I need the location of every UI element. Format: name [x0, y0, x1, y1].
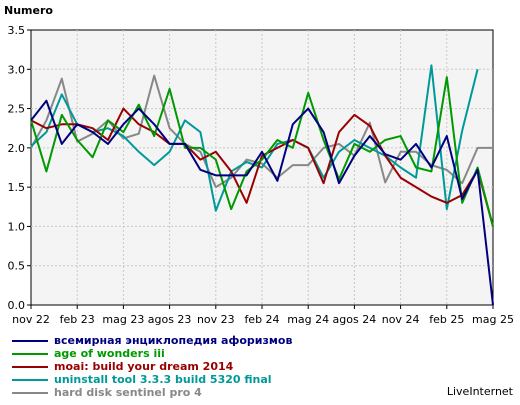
- legend-swatch: [12, 392, 48, 394]
- x-tick-label: mag 25: [472, 313, 514, 326]
- legend-swatch: [12, 366, 48, 368]
- y-tick-label: 3.5: [8, 24, 26, 37]
- x-tick-label: mag 24: [287, 313, 329, 326]
- credit-label: LiveInternet: [446, 385, 513, 398]
- series-line-1: [30, 99, 494, 306]
- y-tick-label: 0.5: [8, 260, 26, 273]
- x-tick-label: mag 23: [102, 313, 144, 326]
- legend-label: uninstall tool 3.3.3 build 5320 final: [54, 373, 272, 386]
- legend: всемирная энциклопедия афоризмов age of w…: [12, 334, 292, 399]
- x-tick-label: nov 22: [12, 313, 50, 326]
- y-tick-label: 2.5: [8, 103, 26, 116]
- line-chart: Numero 0.0 0.5 1.0 1.5 2.0 2.5 3.0 3.5 nov 22 feb…: [4, 4, 514, 326]
- y-axis-title: Numero: [4, 4, 53, 17]
- x-tick-label: agos 24: [333, 313, 377, 326]
- series-lines: [30, 64, 494, 306]
- x-tick-label: agos 23: [148, 313, 192, 326]
- x-tick-label: feb 24: [244, 313, 279, 326]
- legend-item: hard disk sentinel pro 4: [12, 386, 292, 399]
- legend-swatch: [12, 353, 48, 355]
- y-tick-label: 2.0: [8, 142, 26, 155]
- x-tick-label: nov 24: [382, 313, 420, 326]
- legend-label: всемирная энциклопедия афоризмов: [54, 334, 293, 347]
- legend-swatch: [12, 340, 48, 342]
- y-tick-label: 1.0: [8, 220, 26, 233]
- y-tick-label: 3.0: [8, 63, 26, 76]
- y-tick-label: 1.5: [8, 181, 26, 194]
- series-line-3: [30, 107, 494, 227]
- x-tick-label: feb 23: [60, 313, 95, 326]
- legend-item: age of wonders iii: [12, 347, 292, 360]
- series-line-2: [30, 76, 494, 227]
- legend-label: age of wonders iii: [54, 347, 165, 360]
- x-tick-label: feb 25: [429, 313, 464, 326]
- legend-item: всемирная энциклопедия афоризмов: [12, 334, 292, 347]
- axis-ticks: 0.0 0.5 1.0 1.5 2.0 2.5 3.0 3.5 nov 22 feb 23 mag …: [8, 24, 514, 326]
- legend-label: hard disk sentinel pro 4: [54, 386, 202, 399]
- legend-swatch: [12, 379, 48, 381]
- legend-item: moai: build your dream 2014: [12, 360, 292, 373]
- x-tick-label: nov 23: [197, 313, 235, 326]
- y-tick-label: 0.0: [8, 299, 26, 312]
- legend-item: uninstall tool 3.3.3 build 5320 final: [12, 373, 292, 386]
- legend-label: moai: build your dream 2014: [54, 360, 234, 373]
